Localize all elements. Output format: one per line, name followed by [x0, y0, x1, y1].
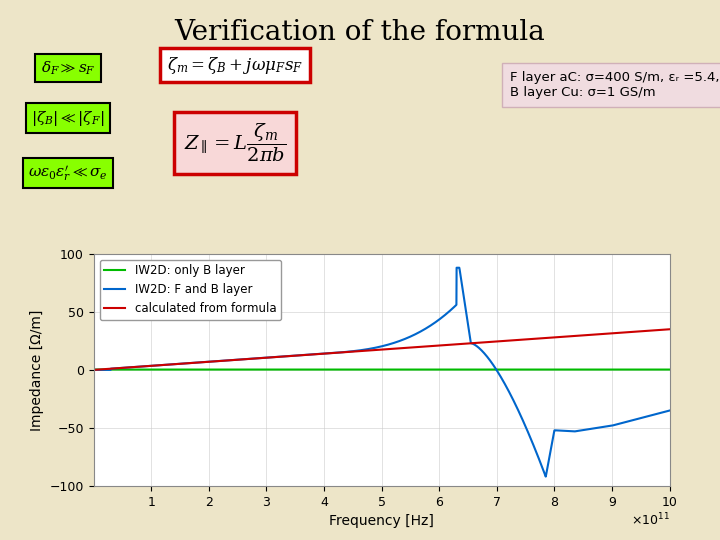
IW2D: F and B layer: (4.27, 15): F and B layer: (4.27, 15)	[335, 349, 343, 356]
IW2D: only B layer: (8.73, 0.3): only B layer: (8.73, 0.3)	[592, 366, 600, 373]
Line: calculated from formula: calculated from formula	[94, 329, 670, 370]
calculated from formula	[189, 360, 198, 366]
IW2D: only B layer: (1.14, 0.3): only B layer: (1.14, 0.3)	[155, 366, 163, 373]
IW2D: F and B layer: (3.83, 13.4): F and B layer: (3.83, 13.4)	[310, 351, 319, 357]
IW2D: only B layer: (1.73, 0.3): only B layer: (1.73, 0.3)	[189, 366, 198, 373]
Text: $\zeta_m{=}\zeta_B + j\omega\mu_F s_F$: $\zeta_m{=}\zeta_B + j\omega\mu_F s_F$	[167, 55, 303, 76]
Text: $|\zeta_B| \ll |\zeta_F|$: $|\zeta_B| \ll |\zeta_F|$	[32, 109, 104, 127]
Y-axis label: Impedance [Ω/m]: Impedance [Ω/m]	[30, 309, 44, 430]
IW2D: F and B layer: (8.73, -50.1): F and B layer: (8.73, -50.1)	[593, 425, 601, 431]
Text: $\times10^{11}$: $\times10^{11}$	[631, 511, 670, 528]
Line: IW2D: F and B layer: IW2D: F and B layer	[94, 268, 670, 477]
IW2D: only B layer: (10, 0.3): only B layer: (10, 0.3)	[665, 366, 674, 373]
X-axis label: Frequency [Hz]: Frequency [Hz]	[329, 514, 434, 528]
IW2D: only B layer: (9.8, 0.3): only B layer: (9.8, 0.3)	[654, 366, 662, 373]
IW2D: F and B layer: (7.85, -91.9): F and B layer: (7.85, -91.9)	[541, 474, 550, 480]
calculated from formula	[89, 367, 98, 373]
calculated from formula	[665, 326, 674, 333]
calculated from formula	[592, 331, 600, 338]
Text: $\omega\varepsilon_0\varepsilon_r^{\prime} \ll \sigma_e$: $\omega\varepsilon_0\varepsilon_r^{\prim…	[28, 163, 108, 183]
IW2D: F and B layer: (6.3, 88): F and B layer: (6.3, 88)	[452, 265, 461, 271]
calculated from formula	[654, 327, 662, 333]
Text: $Z_\parallel = L\dfrac{\zeta_m}{2\pi b}$: $Z_\parallel = L\dfrac{\zeta_m}{2\pi b}$	[184, 122, 287, 164]
IW2D: F and B layer: (1.73, 6.07): F and B layer: (1.73, 6.07)	[189, 360, 198, 366]
Text: $\delta_F \gg s_F$: $\delta_F \gg s_F$	[41, 59, 95, 77]
Legend: IW2D: only B layer, IW2D: F and B layer, calculated from formula: IW2D: only B layer, IW2D: F and B layer,…	[99, 260, 282, 320]
calculated from formula	[335, 349, 343, 356]
Text: Verification of the formula: Verification of the formula	[175, 19, 545, 46]
Text: F layer aC: σ=400 S/m, εᵣ =5.4, s=0.5 μm
B layer Cu: σ=1 GS/m: F layer aC: σ=400 S/m, εᵣ =5.4, s=0.5 μm…	[510, 71, 720, 99]
IW2D: F and B layer: (1.14, 3.99): F and B layer: (1.14, 3.99)	[155, 362, 163, 368]
IW2D: F and B layer: (10, -35): F and B layer: (10, -35)	[665, 407, 674, 414]
calculated from formula	[155, 362, 163, 368]
IW2D: F and B layer: (9.81, -37.5): F and B layer: (9.81, -37.5)	[654, 410, 663, 417]
IW2D: only B layer: (4.27, 0.3): only B layer: (4.27, 0.3)	[335, 366, 343, 373]
IW2D: F and B layer: (0, 0): F and B layer: (0, 0)	[89, 367, 98, 373]
IW2D: only B layer: (3.83, 0.3): only B layer: (3.83, 0.3)	[310, 366, 319, 373]
calculated from formula	[310, 351, 319, 357]
IW2D: only B layer: (0, 0.3): only B layer: (0, 0.3)	[89, 366, 98, 373]
